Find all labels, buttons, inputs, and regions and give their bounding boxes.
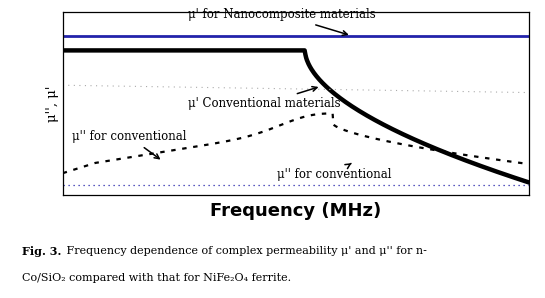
X-axis label: Frequency (MHz): Frequency (MHz) — [210, 202, 382, 220]
Y-axis label: μ'', μ': μ'', μ' — [46, 85, 58, 122]
Text: μ' Conventional materials: μ' Conventional materials — [189, 87, 341, 110]
Text: Fig. 3.: Fig. 3. — [22, 246, 61, 257]
Text: Co/SiO₂ compared with that for NiFe₂O₄ ferrite.: Co/SiO₂ compared with that for NiFe₂O₄ f… — [22, 273, 291, 283]
Text: μ'' for conventional: μ'' for conventional — [72, 130, 186, 159]
Text: μ' for Nanocomposite materials: μ' for Nanocomposite materials — [189, 8, 376, 35]
Text: Frequency dependence of complex permeability μ' and μ'' for n-: Frequency dependence of complex permeabi… — [63, 246, 427, 256]
Text: μ'' for conventional: μ'' for conventional — [277, 164, 391, 181]
